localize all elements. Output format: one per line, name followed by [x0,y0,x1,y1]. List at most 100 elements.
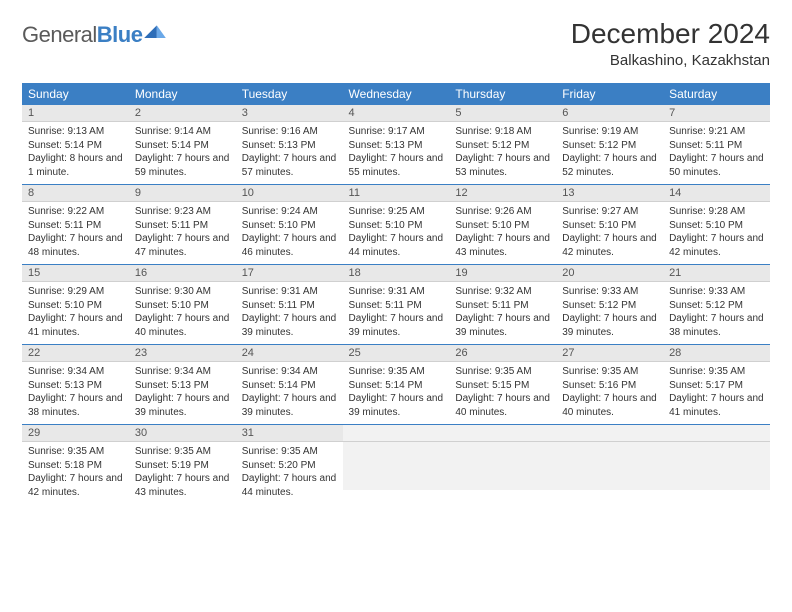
calendar-cell: 6Sunrise: 9:19 AMSunset: 5:12 PMDaylight… [556,105,663,185]
calendar-cell: 30Sunrise: 9:35 AMSunset: 5:19 PMDayligh… [129,425,236,505]
sunrise-line: Sunrise: 9:35 AM [349,365,444,379]
day-body: Sunrise: 9:13 AMSunset: 5:14 PMDaylight:… [22,122,129,184]
day-body: Sunrise: 9:35 AMSunset: 5:18 PMDaylight:… [22,442,129,504]
day-number: 28 [663,345,770,362]
sunrise-line: Sunrise: 9:34 AM [28,365,123,379]
calendar-cell: 12Sunrise: 9:26 AMSunset: 5:10 PMDayligh… [449,185,556,265]
daylight-line: Daylight: 7 hours and 43 minutes. [455,232,550,259]
sunrise-line: Sunrise: 9:31 AM [349,285,444,299]
calendar-cell: 17Sunrise: 9:31 AMSunset: 5:11 PMDayligh… [236,265,343,345]
day-body: Sunrise: 9:35 AMSunset: 5:20 PMDaylight:… [236,442,343,504]
sunrise-line: Sunrise: 9:35 AM [242,445,337,459]
sunrise-line: Sunrise: 9:21 AM [669,125,764,139]
sunset-line: Sunset: 5:14 PM [349,379,444,393]
daylight-line: Daylight: 7 hours and 50 minutes. [669,152,764,179]
sunrise-line: Sunrise: 9:31 AM [242,285,337,299]
day-body: Sunrise: 9:30 AMSunset: 5:10 PMDaylight:… [129,282,236,344]
sunrise-line: Sunrise: 9:33 AM [562,285,657,299]
day-number: 29 [22,425,129,442]
day-body: Sunrise: 9:32 AMSunset: 5:11 PMDaylight:… [449,282,556,344]
sunset-line: Sunset: 5:13 PM [135,379,230,393]
daylight-line: Daylight: 7 hours and 42 minutes. [669,232,764,259]
empty-day-body [449,442,556,490]
day-body: Sunrise: 9:33 AMSunset: 5:12 PMDaylight:… [556,282,663,344]
daylight-line: Daylight: 7 hours and 39 minutes. [562,312,657,339]
sunrise-line: Sunrise: 9:23 AM [135,205,230,219]
day-body: Sunrise: 9:26 AMSunset: 5:10 PMDaylight:… [449,202,556,264]
day-body: Sunrise: 9:35 AMSunset: 5:16 PMDaylight:… [556,362,663,424]
day-body: Sunrise: 9:27 AMSunset: 5:10 PMDaylight:… [556,202,663,264]
sunrise-line: Sunrise: 9:26 AM [455,205,550,219]
sunset-line: Sunset: 5:12 PM [455,139,550,153]
logo-word-general: General [22,22,97,47]
daylight-line: Daylight: 7 hours and 40 minutes. [135,312,230,339]
day-number: 6 [556,105,663,122]
calendar-cell: 26Sunrise: 9:35 AMSunset: 5:15 PMDayligh… [449,345,556,425]
logo: GeneralBlue [22,18,166,48]
calendar-cell: 3Sunrise: 9:16 AMSunset: 5:13 PMDaylight… [236,105,343,185]
daylight-line: Daylight: 7 hours and 41 minutes. [669,392,764,419]
weekday-header: Sunday [22,83,129,105]
sunset-line: Sunset: 5:10 PM [562,219,657,233]
day-number: 21 [663,265,770,282]
calendar-row: 8Sunrise: 9:22 AMSunset: 5:11 PMDaylight… [22,185,770,265]
daylight-line: Daylight: 7 hours and 53 minutes. [455,152,550,179]
calendar-cell: 15Sunrise: 9:29 AMSunset: 5:10 PMDayligh… [22,265,129,345]
empty-day-number [449,425,556,442]
sunset-line: Sunset: 5:15 PM [455,379,550,393]
sunset-line: Sunset: 5:11 PM [349,299,444,313]
weekday-header: Monday [129,83,236,105]
calendar-cell: 21Sunrise: 9:33 AMSunset: 5:12 PMDayligh… [663,265,770,345]
sunset-line: Sunset: 5:16 PM [562,379,657,393]
calendar-cell: 16Sunrise: 9:30 AMSunset: 5:10 PMDayligh… [129,265,236,345]
sunset-line: Sunset: 5:10 PM [28,299,123,313]
daylight-line: Daylight: 8 hours and 1 minute. [28,152,123,179]
day-number: 11 [343,185,450,202]
day-number: 3 [236,105,343,122]
calendar-cell: 2Sunrise: 9:14 AMSunset: 5:14 PMDaylight… [129,105,236,185]
day-number: 12 [449,185,556,202]
calendar-row: 15Sunrise: 9:29 AMSunset: 5:10 PMDayligh… [22,265,770,345]
daylight-line: Daylight: 7 hours and 52 minutes. [562,152,657,179]
day-body: Sunrise: 9:14 AMSunset: 5:14 PMDaylight:… [129,122,236,184]
calendar-row: 29Sunrise: 9:35 AMSunset: 5:18 PMDayligh… [22,425,770,505]
day-body: Sunrise: 9:33 AMSunset: 5:12 PMDaylight:… [663,282,770,344]
sunset-line: Sunset: 5:17 PM [669,379,764,393]
day-number: 30 [129,425,236,442]
sunrise-line: Sunrise: 9:22 AM [28,205,123,219]
sunset-line: Sunset: 5:10 PM [455,219,550,233]
daylight-line: Daylight: 7 hours and 38 minutes. [669,312,764,339]
calendar-cell: 31Sunrise: 9:35 AMSunset: 5:20 PMDayligh… [236,425,343,505]
day-number: 7 [663,105,770,122]
sunset-line: Sunset: 5:14 PM [242,379,337,393]
day-number: 18 [343,265,450,282]
day-number: 16 [129,265,236,282]
daylight-line: Daylight: 7 hours and 47 minutes. [135,232,230,259]
sunrise-line: Sunrise: 9:35 AM [455,365,550,379]
daylight-line: Daylight: 7 hours and 39 minutes. [242,312,337,339]
day-number: 4 [343,105,450,122]
daylight-line: Daylight: 7 hours and 44 minutes. [242,472,337,499]
sunset-line: Sunset: 5:10 PM [242,219,337,233]
calendar-cell [556,425,663,505]
title-block: December 2024 Balkashino, Kazakhstan [571,18,770,69]
empty-day-body [343,442,450,490]
sunset-line: Sunset: 5:19 PM [135,459,230,473]
day-number: 23 [129,345,236,362]
sunset-line: Sunset: 5:10 PM [135,299,230,313]
day-body: Sunrise: 9:23 AMSunset: 5:11 PMDaylight:… [129,202,236,264]
calendar-cell: 8Sunrise: 9:22 AMSunset: 5:11 PMDaylight… [22,185,129,265]
sunrise-line: Sunrise: 9:28 AM [669,205,764,219]
sunrise-line: Sunrise: 9:13 AM [28,125,123,139]
day-body: Sunrise: 9:17 AMSunset: 5:13 PMDaylight:… [343,122,450,184]
daylight-line: Daylight: 7 hours and 40 minutes. [562,392,657,419]
day-number: 1 [22,105,129,122]
day-number: 9 [129,185,236,202]
sunset-line: Sunset: 5:14 PM [135,139,230,153]
sunrise-line: Sunrise: 9:24 AM [242,205,337,219]
day-body: Sunrise: 9:35 AMSunset: 5:14 PMDaylight:… [343,362,450,424]
sunset-line: Sunset: 5:11 PM [135,219,230,233]
calendar-cell: 23Sunrise: 9:34 AMSunset: 5:13 PMDayligh… [129,345,236,425]
sunset-line: Sunset: 5:12 PM [669,299,764,313]
weekday-header-row: Sunday Monday Tuesday Wednesday Thursday… [22,83,770,105]
